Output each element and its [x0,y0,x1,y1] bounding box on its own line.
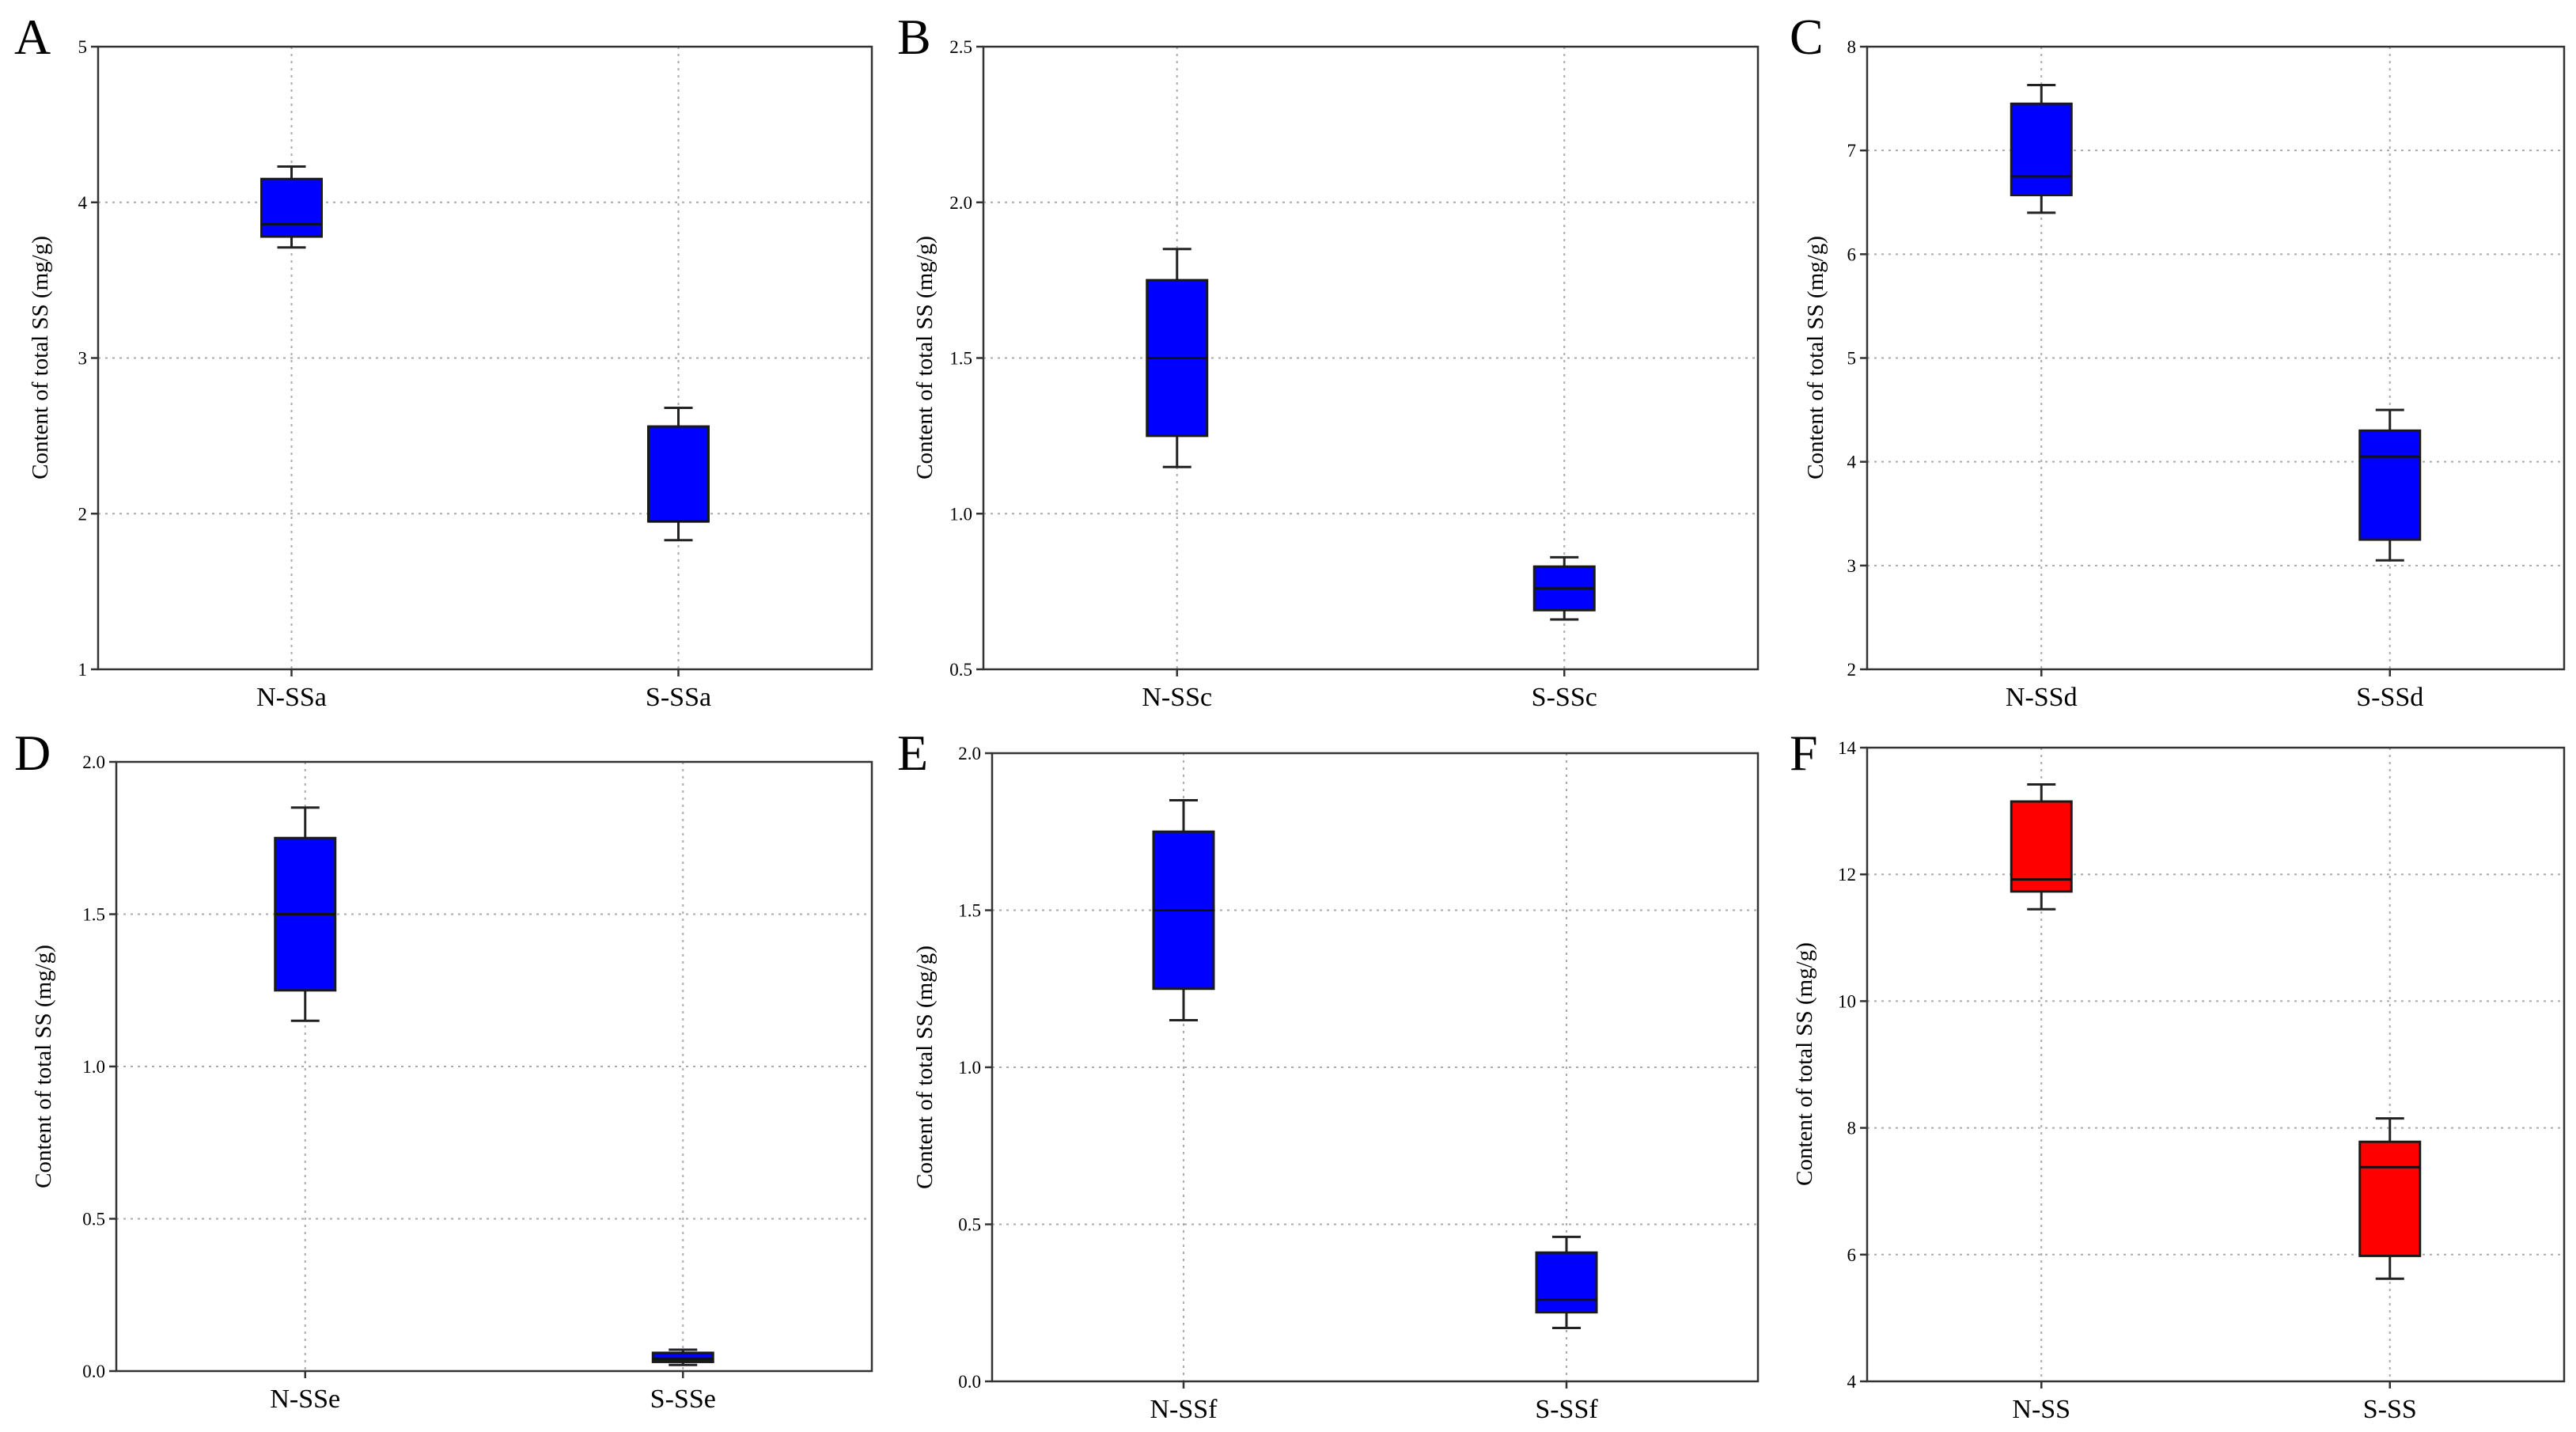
y-tick-label: 14 [1838,738,1857,758]
x-category-label: S-SS [2363,1395,2417,1424]
y-tick-label: 2 [78,504,88,524]
y-tick-label: 4 [1847,1372,1857,1392]
box-n-ssd [2010,84,2073,214]
panel-d: D 0.0 0.5 1.0 1.5 2.0 N-SSe S-SSe Content of tot… [14,725,873,1414]
x-category-label: N-SSf [1150,1395,1218,1424]
y-tick-label: 3 [1847,556,1857,576]
y-tick-label: 6 [1847,244,1857,264]
x-category-label: N-SSa [256,683,327,712]
box-iqr [1535,1251,1598,1314]
y-tick-label: 2.0 [949,193,972,213]
panel-letter: F [1790,725,1818,781]
box-iqr [2010,102,2073,197]
y-tick-label: 0.0 [958,1372,981,1392]
panel-letter: A [14,9,51,65]
y-tick-label: 1.5 [82,905,105,925]
y-tick-label: 1.0 [949,504,972,524]
box-iqr [2010,800,2073,893]
panel-letter: D [14,725,51,781]
x-category-label: S-SSe [650,1385,716,1414]
y-tick-label: 8 [1847,37,1857,57]
panel-letter: B [897,9,931,65]
y-tick-label: 4 [78,193,88,213]
box-n-ssf [1152,799,1215,1021]
y-tick-label: 10 [1838,991,1856,1011]
y-tick-label: 2.0 [82,752,105,772]
y-tick-label: 2.5 [949,37,972,57]
y-tick-label: 2 [1847,660,1857,680]
x-category-label: N-SSd [2006,683,2078,712]
box-iqr [651,1351,714,1363]
y-tick-label: 1 [78,660,88,680]
x-category-label: N-SSc [1142,683,1212,712]
y-tick-label: 0.0 [82,1362,105,1381]
box-n-ssc [1146,248,1209,468]
y-tick-label: 1.5 [958,901,981,921]
x-category-label: N-SS [2012,1395,2070,1424]
y-tick-label: 5 [1847,349,1857,369]
box-n-sse [274,806,337,1022]
box-n-ssa [260,165,323,249]
panel-f: F 4 6 8 10 12 14 N-SS S-SS Content of total SS (m… [1790,725,2566,1424]
box-s-ssf [1535,1235,1598,1330]
y-axis-title: Content of total SS (mg/g) [1792,942,1817,1186]
y-tick-label: 12 [1838,865,1856,885]
plot-frame [1866,746,2566,1383]
y-tick-label: 1.5 [949,349,972,369]
panel-b: B 0.5 1.0 1.5 2.0 2.5 N-SSc S-SSc Content of tot… [897,9,1760,712]
box-s-sse [651,1348,714,1366]
y-axis-title: Content of total SS (mg/g) [28,236,53,479]
y-axis-title: Content of total SS (mg/g) [912,945,938,1189]
panel-letter: E [897,725,928,781]
box-iqr [260,177,323,238]
y-tick-label: 5 [78,37,88,57]
y-axis-title: Content of total SS (mg/g) [31,945,56,1188]
y-tick-label: 0.5 [958,1215,981,1235]
y-tick-label: 1.0 [958,1058,981,1078]
box-s-ss [2358,1117,2422,1280]
x-category-label: N-SSe [270,1385,340,1414]
y-tick-label: 4 [1847,453,1857,472]
y-tick-label: 2.0 [958,744,981,763]
y-tick-label: 8 [1847,1119,1857,1138]
y-tick-label: 6 [1847,1245,1857,1265]
panel-letter: C [1790,9,1824,65]
box-s-ssa [647,406,710,542]
box-iqr [2358,429,2422,541]
x-category-label: S-SSd [2356,683,2423,712]
box-s-ssd [2358,408,2422,562]
y-tick-label: 7 [1847,141,1857,161]
panel-a: A 1 2 3 4 5 N-SSa S-SSa Content of total SS (mg/… [14,9,873,712]
x-category-label: S-SSf [1535,1395,1598,1424]
y-tick-label: 3 [78,349,88,369]
y-tick-label: 1.0 [82,1057,105,1077]
panel-e: E 0.0 0.5 1.0 1.5 2.0 N-SSf S-SSf Content of tot… [897,725,1760,1424]
box-s-ssc [1532,555,1596,621]
x-category-label: S-SSa [646,683,711,712]
x-category-label: S-SSc [1532,683,1597,712]
box-iqr [647,425,710,523]
box-iqr [2358,1140,2422,1257]
y-tick-label: 0.5 [949,660,972,680]
y-axis-title: Content of total SS (mg/g) [1803,236,1828,479]
y-axis-title: Content of total SS (mg/g) [912,236,938,479]
panel-c: C 2 3 4 5 6 7 8 N-SSd S-SSd Content of total SS (m… [1790,9,2566,712]
box-n-ss [2010,782,2073,911]
y-tick-label: 0.5 [82,1210,105,1229]
